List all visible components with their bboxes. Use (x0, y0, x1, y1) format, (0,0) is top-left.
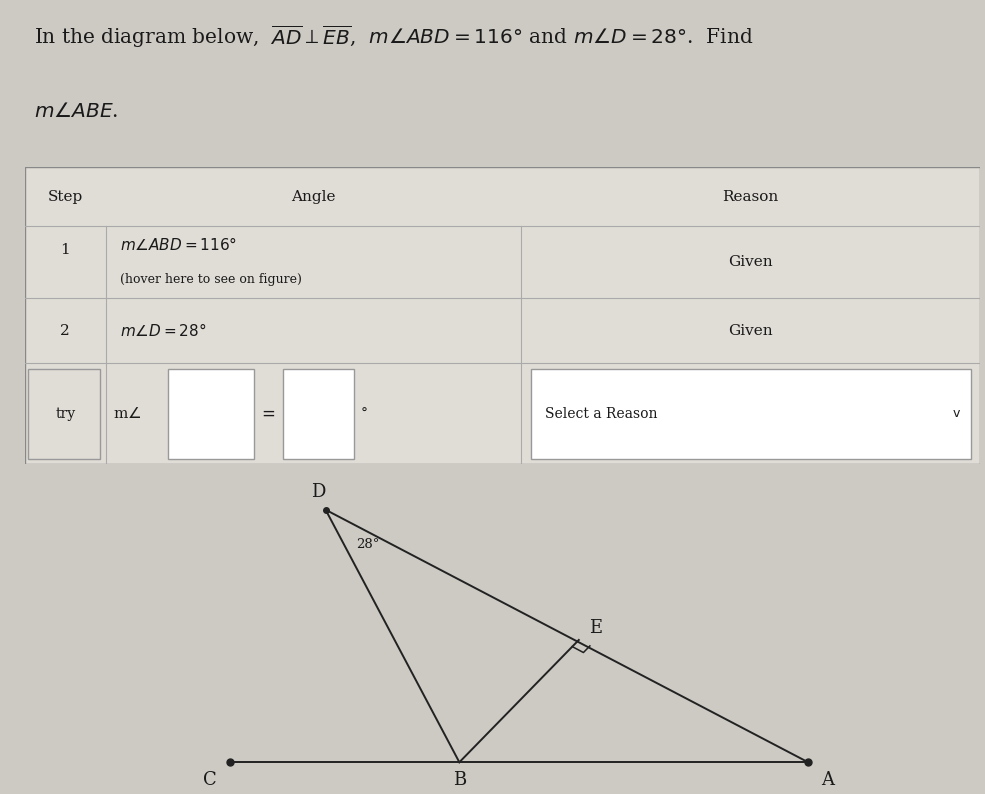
Text: $m\angle ABD = 116°$: $m\angle ABD = 116°$ (120, 236, 237, 252)
Text: m$\angle$: m$\angle$ (113, 407, 142, 422)
Text: In the diagram below,  $\overline{AD} \perp \overline{EB}$,  $m\angle ABD = 116°: In the diagram below, $\overline{AD} \pe… (34, 23, 754, 50)
Text: B: B (453, 771, 466, 788)
Text: Select a Reason: Select a Reason (546, 407, 658, 421)
Text: Given: Given (729, 255, 773, 269)
Text: try: try (55, 407, 75, 421)
Text: Given: Given (729, 323, 773, 337)
Text: 2: 2 (60, 323, 70, 337)
Text: 1: 1 (60, 243, 70, 257)
FancyBboxPatch shape (283, 369, 355, 459)
FancyBboxPatch shape (168, 369, 254, 459)
Text: D: D (310, 484, 325, 501)
Text: $m\angle D = 28°$: $m\angle D = 28°$ (120, 322, 207, 339)
Text: Step: Step (47, 190, 83, 203)
Text: E: E (589, 619, 602, 638)
Text: v: v (952, 407, 959, 420)
FancyBboxPatch shape (29, 369, 100, 459)
Text: =: = (261, 405, 275, 423)
Text: Reason: Reason (723, 190, 779, 203)
Text: C: C (203, 771, 217, 788)
Text: Angle: Angle (292, 190, 336, 203)
Text: (hover here to see on figure): (hover here to see on figure) (120, 273, 302, 287)
Text: °: ° (361, 407, 368, 421)
FancyBboxPatch shape (25, 167, 980, 464)
Text: 28°: 28° (357, 538, 379, 551)
Text: A: A (821, 771, 834, 788)
FancyBboxPatch shape (531, 369, 970, 459)
Text: $m\angle ABE$.: $m\angle ABE$. (34, 102, 118, 121)
